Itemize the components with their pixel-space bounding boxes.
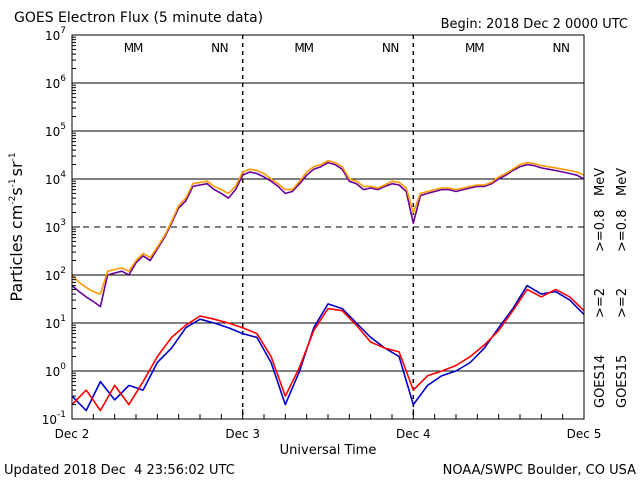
gridlines [72, 35, 584, 419]
legend-text: MeV [593, 168, 608, 196]
legend-entry: MeV [615, 168, 630, 196]
legend-text: >=0.8 [615, 210, 630, 252]
marker-label: M [474, 41, 484, 55]
y-axis-label-sup3: -1 [8, 152, 18, 161]
series-layer [71, 159, 585, 412]
y-tick-label: 104 [45, 170, 66, 187]
x-tick-label: Dec 4 [396, 427, 431, 441]
y-axis-label: Particles cm-2s-1sr-1 [7, 152, 26, 301]
x-tick-label: Dec 3 [225, 427, 260, 441]
marker-label: N [561, 41, 570, 55]
legend-text: >=0.8 [593, 210, 608, 252]
marker-label: M [294, 41, 304, 55]
footer-source: NOAA/SWPC Boulder, CO USA [443, 463, 636, 478]
y-axis: 10-1 100 101 102 103 104 105 106 107 [42, 26, 80, 427]
legend-text: GOES15 [615, 355, 630, 408]
y-axis-label-mid: s [7, 187, 26, 195]
legend-text: >=2 [615, 288, 630, 318]
legend-entry: >=2 [593, 288, 608, 318]
y-tick-label: 101 [45, 314, 66, 331]
marker-label: M [465, 41, 475, 55]
x-axis-label: Universal Time [280, 443, 377, 458]
legend: GOES14 >=2 >=0.8 MeV GOES15 >=2 >=0.8 MeV [593, 168, 630, 408]
y-tick-label: 102 [45, 266, 66, 283]
legend-entry: GOES15 [615, 355, 630, 408]
legend-text: GOES14 [593, 355, 608, 408]
legend-entry: GOES14 [593, 355, 608, 408]
series-line [71, 159, 585, 295]
y-tick-label: 100 [45, 362, 66, 379]
legend-entry: >=0.8 [593, 210, 608, 252]
series-line [71, 284, 585, 412]
marker-label: M [304, 41, 314, 55]
marker-label: N [390, 41, 399, 55]
x-tick-label: Dec 2 [55, 427, 90, 441]
y-tick-label: 107 [45, 26, 66, 43]
marker-label: M [124, 41, 134, 55]
marker-label: N [220, 41, 229, 55]
marker-label: N [552, 41, 561, 55]
y-tick-label: 105 [45, 122, 66, 139]
markers: MM N N MM N N MM N N [124, 41, 570, 55]
y-tick-label: 106 [45, 74, 66, 91]
chart-title: GOES Electron Flux (5 minute data) [14, 10, 263, 26]
series-line [71, 161, 585, 308]
legend-text: MeV [615, 168, 630, 196]
begin-label: Begin: 2018 Dec 2 0000 UTC [441, 17, 628, 32]
legend-entry: >=0.8 [615, 210, 630, 252]
y-axis-label-sup1: -2 [8, 196, 18, 205]
legend-text: >=2 [593, 288, 608, 318]
y-tick-label: 103 [45, 218, 66, 235]
marker-label: N [211, 41, 220, 55]
x-axis: Dec 2 Dec 3 Dec 4 Dec 5 [55, 409, 602, 441]
legend-entry: MeV [593, 168, 608, 196]
y-tick-label: 10-1 [42, 410, 66, 427]
y-axis-label-main: Particles cm [7, 205, 26, 302]
y-axis-label-sup2: -1 [8, 178, 18, 187]
legend-entry: >=2 [615, 288, 630, 318]
x-tick-label: Dec 5 [567, 427, 602, 441]
y-axis-label-mid2: sr [7, 161, 26, 176]
marker-label: N [382, 41, 391, 55]
series-line [71, 288, 585, 412]
footer-updated: Updated 2018 Dec 4 23:56:02 UTC [4, 463, 235, 478]
marker-label: M [133, 41, 143, 55]
